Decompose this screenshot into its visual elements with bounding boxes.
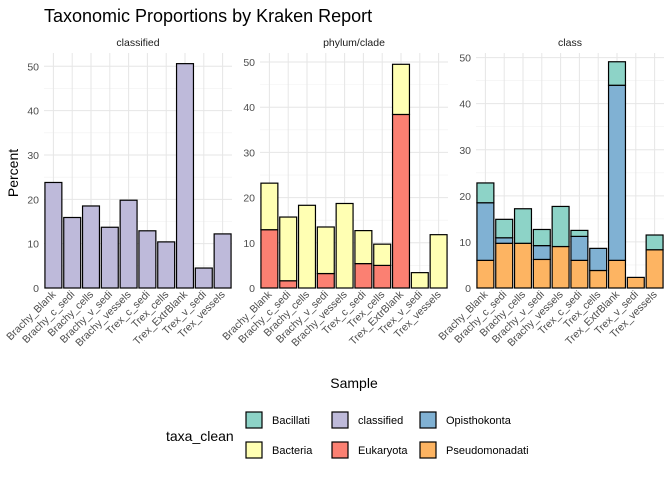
bar — [589, 269, 608, 289]
bar — [551, 205, 570, 248]
bar — [316, 272, 335, 289]
bar — [138, 230, 157, 289]
y-tick-label: 0 — [249, 283, 255, 295]
bar — [429, 234, 448, 289]
y-tick-label: 50 — [243, 57, 255, 69]
legend-label: Eukaryota — [358, 445, 408, 457]
legend-swatch — [245, 441, 263, 459]
bar — [335, 202, 354, 289]
y-tick-label: 10 — [27, 239, 39, 251]
bar — [175, 63, 195, 289]
y-axis-title: Percent — [5, 149, 21, 197]
legend-swatch — [331, 441, 349, 459]
bar — [354, 262, 373, 289]
bar — [513, 242, 533, 289]
y-tick-label: 30 — [27, 150, 39, 162]
y-tick-label: 20 — [27, 194, 39, 206]
y-tick-label: 20 — [243, 193, 255, 205]
bar — [297, 204, 317, 289]
y-tick-label: 40 — [459, 99, 471, 111]
bar — [551, 245, 570, 289]
bar — [495, 218, 514, 239]
y-tick-label: 40 — [243, 102, 255, 114]
legend-item: Pseudomonadati — [419, 441, 529, 459]
bar — [476, 202, 495, 261]
bar — [119, 199, 138, 289]
bar — [476, 182, 495, 204]
bar — [63, 216, 82, 289]
bar — [570, 259, 589, 289]
legend-item: Opisthokonta — [419, 411, 512, 429]
y-tick-label: 10 — [243, 238, 255, 250]
bar — [100, 226, 119, 289]
bar — [532, 245, 551, 261]
bar — [607, 84, 627, 261]
y-tick-label: 0 — [33, 283, 39, 295]
bar — [373, 243, 392, 267]
bar — [279, 216, 298, 282]
legend-item: Eukaryota — [331, 441, 408, 459]
y-tick-label: 40 — [27, 106, 39, 118]
bar — [391, 113, 411, 289]
bar — [570, 235, 589, 261]
y-tick-label: 10 — [459, 237, 471, 249]
y-tick-label: 30 — [459, 145, 471, 157]
legend-label: classified — [358, 415, 403, 427]
bar — [81, 205, 101, 289]
y-tick-label: 20 — [459, 191, 471, 203]
legend-title: taxa_clean — [166, 428, 234, 444]
legend-label: Bacillati — [272, 415, 310, 427]
bar — [570, 229, 589, 237]
facet-title: classified — [116, 37, 159, 49]
bar — [607, 61, 627, 86]
chart-title: Taxonomic Proportions by Kraken Report — [44, 6, 372, 26]
bar — [157, 241, 176, 289]
y-tick-label: 50 — [27, 61, 39, 73]
facet-title: class — [558, 37, 582, 49]
legend-label: Pseudomonadati — [446, 445, 529, 457]
bar — [495, 237, 514, 244]
bar — [495, 242, 514, 289]
bar — [645, 234, 664, 251]
facet-0: classified01020304050Brachy_BlankBrachy_… — [4, 37, 232, 349]
y-tick-label: 0 — [465, 283, 471, 295]
bar — [354, 230, 373, 265]
y-tick-label: 50 — [459, 53, 471, 65]
bar — [410, 272, 429, 289]
bar — [476, 259, 495, 289]
facet-2: class01020304050Brachy_BlankBrachy_c_sed… — [436, 37, 664, 349]
legend-item: Bacillati — [245, 411, 310, 429]
bar — [260, 182, 279, 231]
bar — [44, 181, 63, 289]
legend-swatch — [245, 411, 263, 429]
bar — [532, 228, 551, 247]
facet-1: phylum/clade01020304050Brachy_BlankBrach… — [220, 37, 448, 349]
bar — [213, 233, 232, 289]
bar — [279, 280, 298, 289]
bar — [373, 264, 392, 289]
legend-swatch — [331, 411, 349, 429]
bar — [607, 259, 627, 289]
x-axis-title: Sample — [330, 375, 378, 391]
legend: taxa_clean Bacillati Bacteria classified Eu… — [166, 411, 529, 459]
bar — [316, 226, 335, 275]
legend-label: Bacteria — [272, 445, 313, 457]
legend-item: Bacteria — [245, 441, 313, 459]
legend-swatch — [419, 411, 437, 429]
bar — [626, 276, 645, 289]
bar — [391, 63, 411, 116]
facets: classified01020304050Brachy_BlankBrachy_… — [4, 37, 664, 349]
bar — [513, 208, 533, 244]
bar — [589, 247, 608, 272]
facet-title: phylum/clade — [323, 37, 385, 49]
legend-label: Opisthokonta — [446, 415, 512, 427]
bar — [194, 267, 213, 289]
bar — [645, 249, 664, 289]
bar — [260, 229, 279, 289]
y-tick-label: 30 — [243, 147, 255, 159]
bar — [532, 258, 551, 289]
legend-swatch — [419, 441, 437, 459]
legend-item: classified — [331, 411, 403, 429]
